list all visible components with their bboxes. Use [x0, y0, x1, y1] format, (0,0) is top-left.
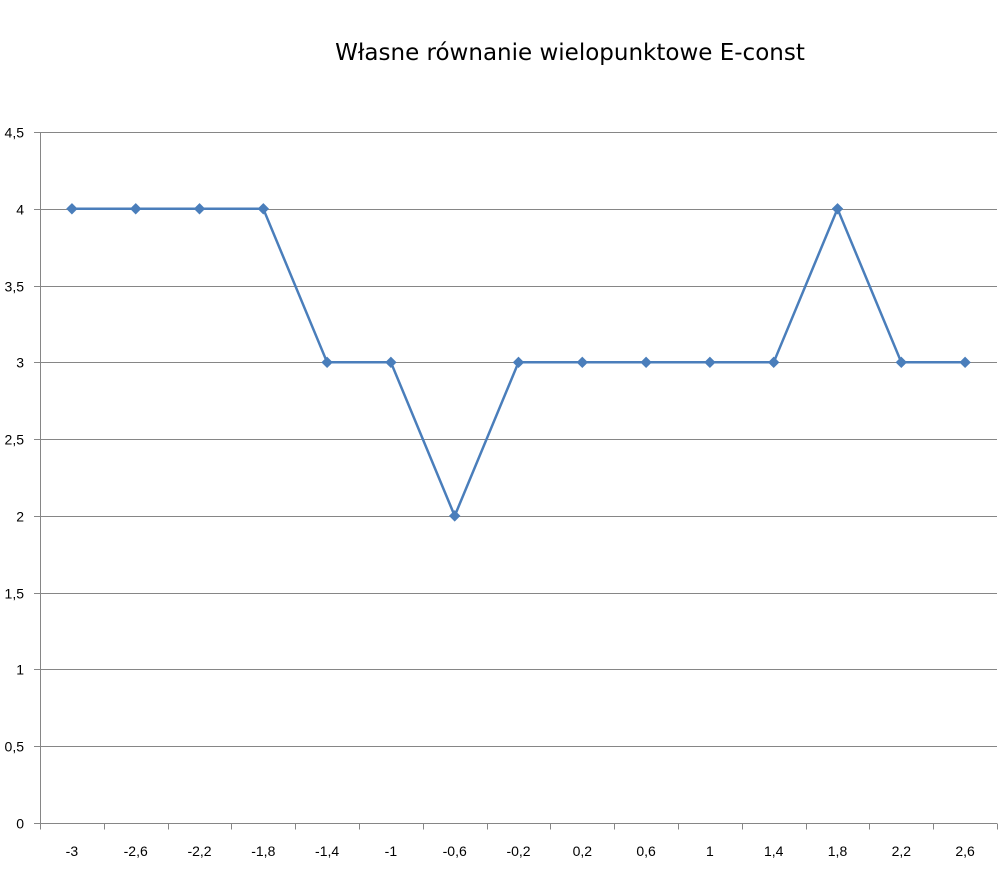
data-point-marker — [66, 203, 78, 215]
y-tick-label: 4 — [16, 202, 24, 218]
data-point-marker — [767, 356, 780, 369]
data-point-marker — [193, 203, 206, 215]
data-point-marker — [321, 356, 333, 369]
chart-title: Własne równanie wielopunktowe E-const — [335, 40, 805, 66]
data-series — [66, 203, 971, 522]
x-tick-label: -2,6 — [124, 843, 148, 859]
data-point-marker — [640, 356, 652, 369]
x-tick-label: 1 — [706, 843, 714, 859]
data-point-marker — [129, 203, 142, 215]
data-point-marker — [576, 356, 589, 369]
x-tick-label: 2,2 — [892, 843, 912, 859]
y-tick-label: 2 — [16, 509, 24, 525]
y-axis-tick-labels: 0 0,5 1 1,5 2 2,5 3 3,5 4 4,5 — [5, 125, 25, 832]
y-tick-label: 1,5 — [5, 586, 25, 602]
x-tick-label: 0,2 — [573, 843, 593, 859]
gridlines — [34, 132, 997, 747]
axes — [34, 132, 998, 830]
data-point-marker — [257, 203, 270, 215]
x-tick-label: 0,6 — [636, 843, 656, 859]
x-axis-tick-labels: -3 -2,6 -2,2 -1,8 -1,4 -1 -0,6 -0,2 0,2 0,6 1 1,4 1,… — [66, 843, 975, 859]
data-point-marker — [895, 356, 908, 369]
x-tick-label: 1,4 — [764, 843, 784, 859]
y-tick-label: 0 — [16, 816, 24, 832]
x-tick-label: -1 — [385, 843, 398, 859]
x-tick-label: -2,2 — [187, 843, 211, 859]
y-tick-label: 0,5 — [5, 739, 25, 755]
x-tick-label: -1,8 — [251, 843, 275, 859]
y-tick-label: 4,5 — [5, 125, 25, 141]
x-tick-label: 2,6 — [955, 843, 975, 859]
x-tick-label: 1,8 — [828, 843, 848, 859]
x-tick-label: -3 — [66, 843, 79, 859]
data-point-marker — [448, 510, 461, 522]
y-tick-label: 1 — [16, 662, 24, 678]
y-tick-label: 3,5 — [5, 279, 25, 295]
y-tick-label: 2,5 — [5, 432, 25, 448]
x-tick-label: -0,2 — [506, 843, 530, 859]
data-point-marker — [959, 356, 971, 369]
data-point-marker — [512, 356, 525, 369]
x-tick-label: -1,4 — [315, 843, 339, 859]
data-point-marker — [385, 356, 397, 369]
x-tick-label: -0,6 — [443, 843, 467, 859]
y-tick-label: 3 — [16, 355, 24, 371]
data-point-marker — [704, 356, 716, 369]
data-point-marker — [831, 203, 844, 215]
